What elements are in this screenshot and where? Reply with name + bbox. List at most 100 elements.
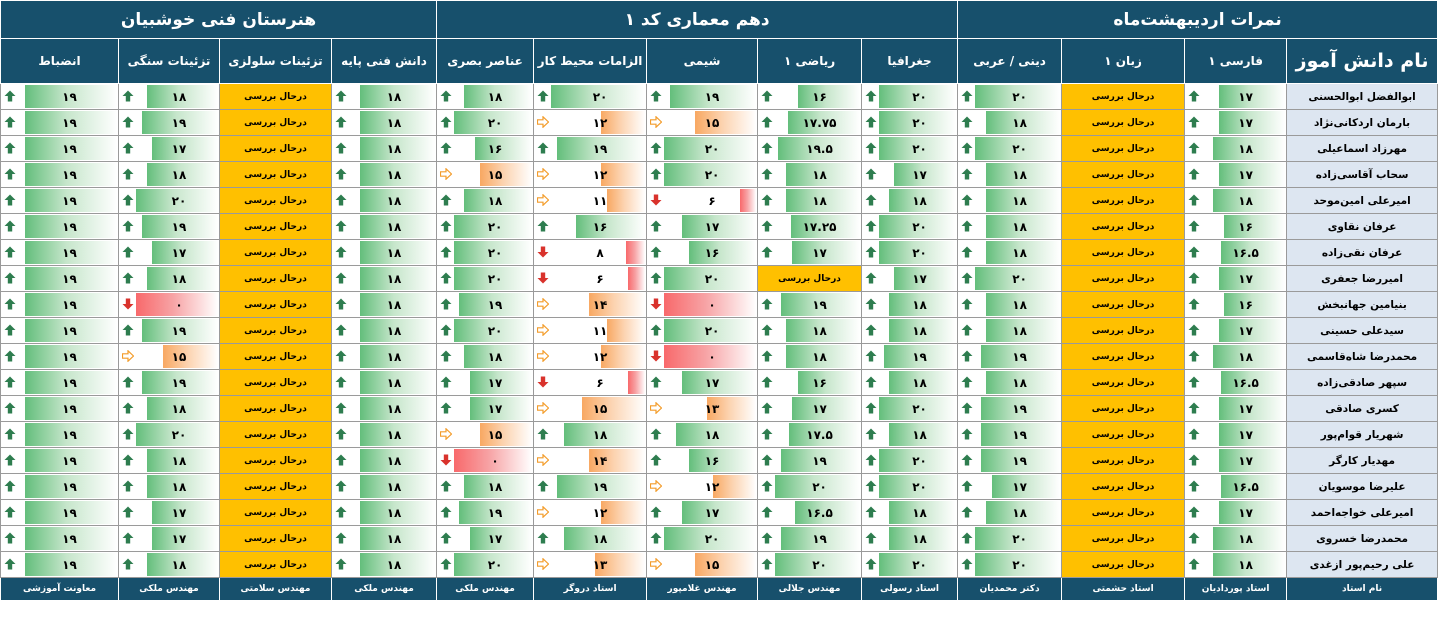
grade-cell[interactable]: ۱۸	[436, 473, 535, 500]
pending-grade[interactable]: درحال بررسی	[219, 499, 332, 526]
student-name[interactable]: بارمان اردکانی‌نژاد	[1286, 109, 1438, 136]
grade-cell[interactable]: ۱۷	[1184, 83, 1288, 110]
pending-grade[interactable]: درحال بررسی	[1061, 317, 1186, 344]
grade-cell[interactable]: ۱۸	[330, 187, 438, 214]
student-name[interactable]: سیدعلی حسینی	[1286, 317, 1438, 344]
grade-cell[interactable]: ۰	[118, 291, 220, 318]
grade-cell[interactable]: ۱۸	[436, 83, 535, 110]
grade-cell[interactable]: ۲۰	[646, 135, 759, 162]
pending-grade[interactable]: درحال بررسی	[219, 187, 332, 214]
grade-cell[interactable]: ۱۸	[957, 239, 1063, 266]
grade-cell[interactable]: ۱۶	[1184, 213, 1288, 240]
grade-cell[interactable]: ۱۹	[118, 317, 220, 344]
grade-cell[interactable]: ۱۸	[118, 265, 220, 292]
grade-cell[interactable]: ۱۹	[0, 447, 119, 474]
grade-cell[interactable]: ۱۸	[330, 213, 438, 240]
grade-cell[interactable]: ۰	[646, 291, 759, 318]
grade-cell[interactable]: ۱۷	[1184, 395, 1288, 422]
grade-cell[interactable]: ۱۸	[1184, 343, 1288, 370]
grade-cell[interactable]: ۱۸	[330, 291, 438, 318]
grade-cell[interactable]: ۱۶	[646, 447, 759, 474]
grade-cell[interactable]: ۱۷	[436, 395, 535, 422]
grade-cell[interactable]: ۱۸	[861, 369, 959, 396]
pending-grade[interactable]: درحال بررسی	[1061, 109, 1186, 136]
column-header[interactable]: فارسی ۱	[1184, 38, 1288, 84]
grade-cell[interactable]: ۱۵	[436, 161, 535, 188]
pending-grade[interactable]: درحال بررسی	[219, 421, 332, 448]
student-name[interactable]: عرفان نقی‌زاده	[1286, 239, 1438, 266]
grade-cell[interactable]: ۱۹	[0, 161, 119, 188]
grade-cell[interactable]: ۱۸	[330, 447, 438, 474]
grade-cell[interactable]: ۱۸	[118, 473, 220, 500]
grade-cell[interactable]: ۱۹	[0, 421, 119, 448]
grade-cell[interactable]: ۲۰	[436, 109, 535, 136]
grade-cell[interactable]: ۱۸	[330, 161, 438, 188]
pending-grade[interactable]: درحال بررسی	[219, 265, 332, 292]
grade-cell[interactable]: ۲۰	[646, 265, 759, 292]
grade-cell[interactable]: ۲۰	[861, 109, 959, 136]
pending-grade[interactable]: درحال بررسی	[1061, 551, 1186, 578]
grade-cell[interactable]: ۱۹	[0, 395, 119, 422]
grade-cell[interactable]: ۱۵	[533, 395, 648, 422]
grade-cell[interactable]: ۱۷	[957, 473, 1063, 500]
grade-cell[interactable]: ۱۸	[861, 291, 959, 318]
column-header[interactable]: نام دانش آموز	[1286, 38, 1438, 84]
grade-cell[interactable]: ۱۹	[0, 213, 119, 240]
grade-cell[interactable]: ۱۳	[533, 551, 648, 578]
pending-grade[interactable]: درحال بررسی	[1061, 421, 1186, 448]
grade-cell[interactable]: ۱۸	[957, 291, 1063, 318]
pending-grade[interactable]: درحال بررسی	[1061, 265, 1186, 292]
grade-cell[interactable]: ۱۸	[646, 421, 759, 448]
grade-cell[interactable]: ۲۰	[436, 551, 535, 578]
student-name[interactable]: سحاب آقاسی‌زاده	[1286, 161, 1438, 188]
grade-cell[interactable]: ۱۹	[757, 291, 863, 318]
grade-cell[interactable]: ۱۷	[861, 161, 959, 188]
grade-cell[interactable]: ۱۸	[436, 343, 535, 370]
student-name[interactable]: ابوالفضل ابوالحسنی	[1286, 83, 1438, 110]
grade-cell[interactable]: ۱۸	[861, 187, 959, 214]
pending-grade[interactable]: درحال بررسی	[1061, 499, 1186, 526]
grade-cell[interactable]: ۱۹	[118, 369, 220, 396]
student-name[interactable]: امیرعلی امین‌موحد	[1286, 187, 1438, 214]
column-header[interactable]: جغرافیا	[861, 38, 959, 84]
student-name[interactable]: مهرزاد اسماعیلی	[1286, 135, 1438, 162]
grade-cell[interactable]: ۱۸	[957, 187, 1063, 214]
grade-cell[interactable]: ۱۸	[533, 525, 648, 552]
pending-grade[interactable]: درحال بررسی	[1061, 187, 1186, 214]
grade-cell[interactable]: ۱۸	[330, 499, 438, 526]
grade-cell[interactable]: ۲۰	[436, 239, 535, 266]
grade-cell[interactable]: ۲۰	[957, 83, 1063, 110]
grade-cell[interactable]: ۱۶.۵	[757, 499, 863, 526]
pending-grade[interactable]: درحال بررسی	[219, 239, 332, 266]
grade-cell[interactable]: ۱۸	[330, 239, 438, 266]
grade-cell[interactable]: ۱۸	[436, 187, 535, 214]
grade-cell[interactable]: ۱۸	[330, 109, 438, 136]
grade-cell[interactable]: ۲۰	[861, 83, 959, 110]
pending-grade[interactable]: درحال بررسی	[219, 473, 332, 500]
grade-cell[interactable]: ۱۸	[533, 421, 648, 448]
grade-cell[interactable]: ۱۹	[436, 499, 535, 526]
pending-grade[interactable]: درحال بررسی	[1061, 83, 1186, 110]
grade-cell[interactable]: ۶	[533, 265, 648, 292]
grade-cell[interactable]: ۱۲	[646, 473, 759, 500]
grade-cell[interactable]: ۱۹	[0, 187, 119, 214]
grade-cell[interactable]: ۰	[436, 447, 535, 474]
grade-cell[interactable]: ۱۹	[0, 473, 119, 500]
grade-cell[interactable]: ۱۸	[330, 265, 438, 292]
pending-grade[interactable]: درحال بررسی	[1061, 447, 1186, 474]
grade-cell[interactable]: ۱۸	[757, 343, 863, 370]
grade-cell[interactable]: ۶	[646, 187, 759, 214]
grade-cell[interactable]: ۰	[646, 343, 759, 370]
grade-cell[interactable]: ۱۶	[646, 239, 759, 266]
grade-cell[interactable]: ۲۰	[957, 525, 1063, 552]
column-header[interactable]: ریاضی ۱	[757, 38, 863, 84]
grade-cell[interactable]: ۱۸	[861, 421, 959, 448]
grade-cell[interactable]: ۱۹	[0, 265, 119, 292]
grade-cell[interactable]: ۱۲	[533, 343, 648, 370]
grade-cell[interactable]: ۲۰	[861, 395, 959, 422]
grade-cell[interactable]: ۱۸	[118, 83, 220, 110]
pending-grade[interactable]: درحال بررسی	[1061, 395, 1186, 422]
grade-cell[interactable]: ۱۸	[330, 473, 438, 500]
grade-cell[interactable]: ۱۷	[1184, 161, 1288, 188]
grade-cell[interactable]: ۱۱	[533, 317, 648, 344]
